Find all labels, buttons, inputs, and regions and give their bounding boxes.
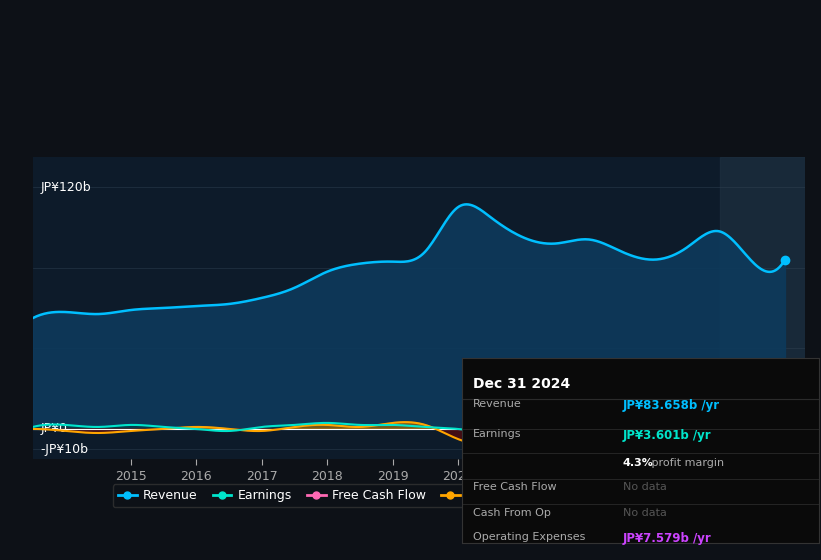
Text: No data: No data [623,508,667,518]
Text: Free Cash Flow: Free Cash Flow [473,482,557,492]
Text: Cash From Op: Cash From Op [473,508,551,518]
Text: JP¥3.601b /yr: JP¥3.601b /yr [623,428,712,442]
Text: No data: No data [623,482,667,492]
Text: JP¥0: JP¥0 [40,422,67,436]
Text: 4.3%: 4.3% [623,458,654,468]
Text: Earnings: Earnings [473,428,521,438]
Legend: Revenue, Earnings, Free Cash Flow, Cash From Op, Operating Expenses: Revenue, Earnings, Free Cash Flow, Cash … [113,484,724,507]
Text: JP¥83.658b /yr: JP¥83.658b /yr [623,399,720,412]
Text: profit margin: profit margin [648,458,724,468]
Text: Dec 31 2024: Dec 31 2024 [473,377,571,391]
Text: JP¥120b: JP¥120b [40,180,91,194]
Text: Operating Expenses: Operating Expenses [473,532,585,542]
Text: Revenue: Revenue [473,399,521,409]
Text: -JP¥10b: -JP¥10b [40,442,89,456]
Bar [719,157,805,459]
Text: JP¥7.579b /yr: JP¥7.579b /yr [623,532,712,545]
